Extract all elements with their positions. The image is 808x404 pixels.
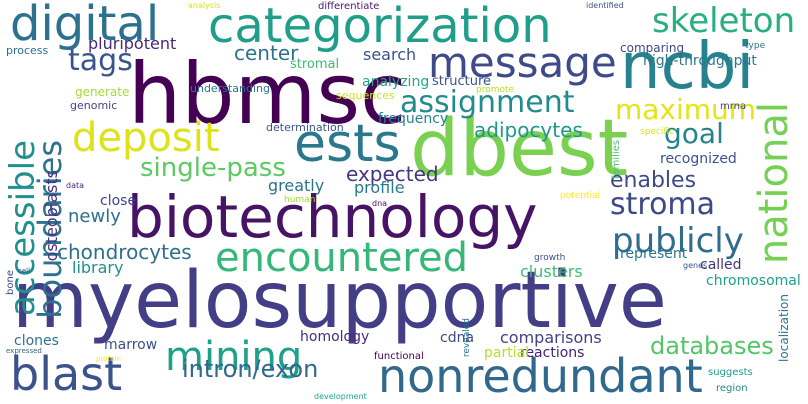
word: suggests [708, 367, 753, 378]
word: recognized [660, 151, 737, 167]
word: biotechnology [127, 183, 538, 251]
word: analysis [188, 1, 221, 10]
word: analyzing [362, 74, 430, 90]
word: cell [18, 267, 31, 275]
word: represent [620, 246, 688, 262]
word: bone [5, 270, 16, 295]
word: functional [374, 351, 424, 362]
word: deposit [72, 115, 220, 161]
word: greatly [268, 176, 325, 195]
word: development [314, 392, 367, 401]
word: chondrocytes [57, 240, 192, 264]
word: comparisons [500, 328, 602, 347]
word: comparing [620, 41, 685, 55]
word: skeleton [652, 1, 796, 41]
word: identified [586, 1, 624, 10]
word: library [72, 258, 124, 277]
word: tags [68, 43, 133, 78]
word: expressed [6, 347, 42, 355]
word: protein [96, 355, 121, 363]
word: reactions [520, 345, 585, 361]
word: center [234, 41, 299, 65]
word: clones [14, 333, 59, 349]
word: dbest [410, 104, 629, 194]
word: adipocytes [474, 118, 583, 142]
word: differentiate [318, 1, 380, 12]
word: ncbi [620, 30, 755, 104]
word: marrow [104, 337, 158, 353]
word: potential [560, 191, 601, 201]
word: partial [484, 345, 530, 361]
word: understanding [190, 82, 270, 95]
word: expected [346, 162, 439, 186]
word: single-pass [140, 153, 286, 183]
word: high-throughput [643, 53, 757, 69]
word: homology [300, 329, 370, 345]
word: pluripotent [88, 34, 177, 53]
word: intron/exon [182, 355, 319, 383]
word: mrna [720, 101, 747, 112]
word: structure [432, 74, 491, 89]
word: called [700, 257, 742, 273]
word: hbmsc [128, 45, 407, 143]
word: message [428, 38, 617, 87]
word: enables [610, 168, 697, 193]
word: generate [75, 85, 130, 99]
word: region [716, 383, 748, 394]
word: promote [476, 85, 515, 95]
word: growth [534, 253, 566, 263]
word: clusters [520, 262, 583, 281]
word: osteoblasts [42, 170, 61, 262]
word: databases [650, 332, 774, 360]
word: profile [354, 178, 405, 197]
word: search [363, 45, 417, 64]
word: national [751, 102, 797, 265]
word: frequency [378, 111, 449, 127]
word: type [745, 41, 766, 51]
word: process [6, 44, 49, 57]
word: cdna [440, 330, 475, 346]
word: newly [68, 206, 121, 227]
word: ests [294, 114, 401, 174]
word: dna [372, 199, 388, 208]
word: genomic [70, 99, 118, 112]
word: close [100, 193, 137, 209]
word: families [611, 140, 622, 180]
word: localization [777, 294, 791, 362]
word: sequences [336, 89, 395, 102]
word: specific [640, 127, 675, 137]
word: genes [683, 261, 708, 270]
word: myelosupportive [12, 256, 667, 346]
word: stromal [290, 57, 340, 72]
word: maximum [615, 93, 757, 126]
word: blast [10, 347, 123, 401]
word: nonredundant [378, 349, 703, 403]
word: encountered [215, 235, 468, 281]
word: digital [10, 0, 160, 52]
word: publicly [612, 221, 744, 261]
word: revealed [462, 318, 472, 358]
word: stroma [610, 187, 716, 222]
word: chromosomal [706, 273, 801, 289]
word: goal [664, 117, 724, 150]
word: categorization [208, 0, 552, 54]
word: determination [266, 121, 344, 134]
word: human [284, 195, 316, 205]
word: mining [165, 334, 303, 380]
word: assignment [400, 85, 575, 120]
word: data [66, 181, 85, 190]
